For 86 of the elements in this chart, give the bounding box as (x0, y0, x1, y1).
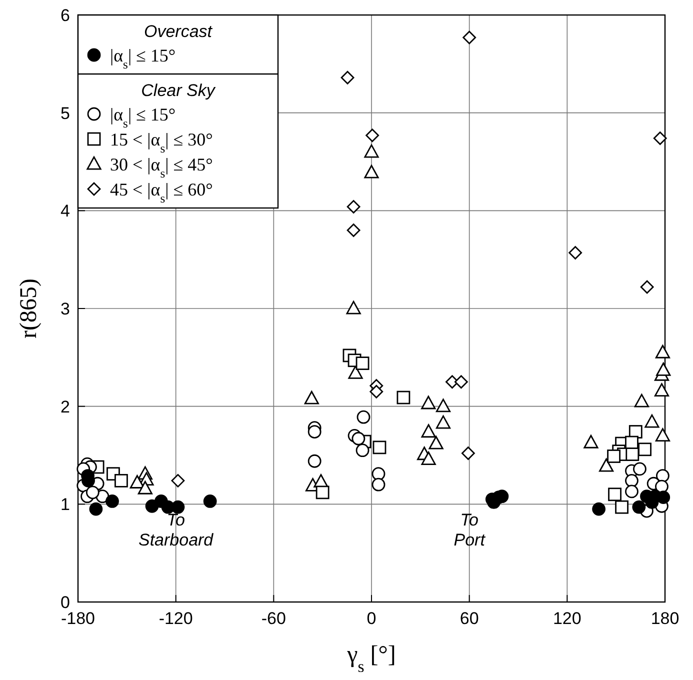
y-tick-label: 4 (60, 202, 70, 221)
legend-label: |α$_{s}$| ≤ 15° (110, 104, 176, 130)
point (421, 452, 436, 465)
y-tick-label: 5 (60, 104, 70, 123)
point (372, 478, 386, 492)
point (656, 490, 670, 504)
point (592, 502, 606, 516)
point (436, 415, 451, 429)
annotation: Overcast (144, 22, 214, 41)
point (655, 344, 670, 358)
y-tick-label: 0 (60, 592, 70, 612)
point (106, 494, 119, 508)
point (462, 30, 476, 44)
y-axis-title: r(865) (16, 278, 42, 338)
point (203, 494, 217, 508)
point (625, 474, 638, 488)
y-tick-label: 1 (60, 495, 70, 514)
point (461, 446, 475, 460)
x-tick-label: -60 (261, 609, 286, 628)
point (171, 500, 185, 514)
y-tick-label: 6 (60, 6, 70, 25)
point (308, 454, 322, 468)
legend-label: 15 < |α$_{s}$| ≤ 30° (110, 129, 213, 156)
point (138, 480, 152, 494)
point (655, 428, 670, 442)
point (638, 442, 652, 456)
point (346, 224, 360, 237)
x-tick-label: 180 (650, 609, 680, 628)
point (654, 383, 670, 396)
annotation: Clear Sky (141, 81, 216, 100)
point (304, 390, 319, 404)
point (428, 436, 444, 450)
point (653, 132, 667, 145)
point (356, 444, 370, 458)
point (625, 484, 638, 498)
annotation: To Port (454, 510, 486, 550)
annotation: To Starboard (138, 510, 214, 550)
point (615, 500, 628, 514)
point (340, 70, 354, 84)
point (644, 414, 660, 428)
legend-label: 30 < |α$_{s}$| ≤ 45° (110, 154, 213, 180)
point (372, 440, 386, 454)
point (308, 425, 322, 438)
point (130, 475, 144, 488)
x-tick-label: 0 (366, 609, 376, 628)
point (114, 474, 128, 488)
point (171, 474, 185, 488)
point (599, 458, 614, 472)
point (656, 362, 671, 376)
point (421, 396, 436, 410)
point (454, 375, 468, 389)
point (396, 390, 410, 404)
point (626, 448, 640, 461)
point (421, 424, 436, 438)
point (346, 300, 361, 314)
point (634, 394, 649, 408)
x-axis-title: γ$_{s}$ [°] (346, 642, 396, 676)
legend-label: |α$_{s}$| ≤ 15° (110, 45, 176, 72)
point (346, 200, 360, 214)
x-tick-label: 120 (552, 609, 582, 628)
point (436, 398, 451, 412)
point (356, 356, 370, 370)
point (89, 502, 103, 516)
x-tick-label: -120 (158, 609, 193, 628)
point (568, 246, 582, 260)
point (608, 488, 622, 502)
x-tick-label: -180 (60, 609, 96, 628)
point (607, 450, 620, 463)
legend-label: 45 < |α$_{s}$| ≤ 60° (110, 179, 213, 206)
y-tick-label: 2 (60, 397, 70, 416)
point (370, 384, 384, 398)
point (352, 432, 366, 446)
point (356, 410, 370, 424)
x-tick-label: 60 (460, 609, 479, 628)
point (316, 486, 330, 500)
point (364, 144, 379, 158)
point (640, 280, 654, 294)
y-tick-label: 3 (60, 299, 70, 318)
point (364, 164, 379, 178)
point (366, 128, 380, 142)
point (632, 500, 646, 514)
point (584, 434, 598, 448)
point (348, 365, 363, 379)
point (86, 486, 100, 500)
point (372, 467, 386, 481)
point (633, 462, 646, 476)
